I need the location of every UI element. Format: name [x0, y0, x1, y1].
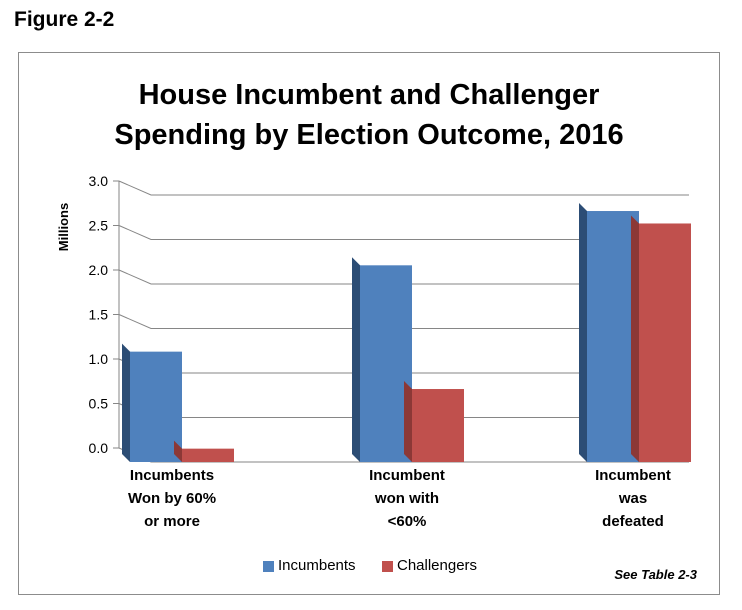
bar-front [130, 351, 182, 462]
gridline [118, 314, 689, 329]
bar-front [639, 223, 691, 462]
y-tick-label: 1.0 [89, 351, 109, 367]
bar-challengers-2 [404, 381, 464, 462]
chart-title-line-1: House Incumbent and Challenger [138, 79, 600, 111]
chart-frame: House Incumbent and Challenger Spending … [18, 52, 720, 595]
category-label-3-line-2: was [618, 490, 648, 507]
source-note: See Table 2-3 [614, 567, 697, 582]
legend-label-incumbents: Incumbents [278, 557, 356, 574]
bar-incumbents-2 [352, 257, 412, 462]
bar-incumbents-1 [122, 343, 182, 462]
category-label-1: Incumbents Won by 60% or more [97, 464, 247, 533]
bar-front [587, 211, 639, 462]
bar-side [352, 257, 360, 462]
y-tick-label: 2.0 [89, 262, 109, 278]
y-tick-label: 0.5 [89, 396, 109, 412]
category-label-2-line-1: Incumbent [369, 467, 445, 484]
gridline [118, 225, 689, 240]
bar-side [122, 343, 130, 462]
category-label-1-line-3: or more [144, 513, 200, 530]
gridline [118, 269, 689, 285]
category-label-2-line-3: <60% [387, 513, 427, 530]
bar-challengers-3 [631, 215, 691, 462]
bar-front [182, 448, 234, 462]
bar-front [412, 389, 464, 462]
y-tick-label: 0.0 [89, 440, 109, 456]
chart-title-line-2: Spending by Election Outcome, 2016 [114, 119, 624, 151]
category-label-3: Incumbent was defeated [563, 464, 703, 533]
category-label-3-line-3: defeated [602, 513, 664, 530]
bar-front [360, 265, 412, 462]
bar-incumbents-3 [579, 203, 639, 462]
category-label-3-line-1: Incumbent [595, 467, 671, 484]
y-axis-label: Millions [56, 203, 71, 251]
legend-label-challengers: Challengers [397, 557, 478, 574]
bar-side [631, 215, 639, 462]
bar-side [404, 381, 412, 462]
category-label-2-line-2: won with [374, 490, 440, 507]
category-label-1-line-2: Won by 60% [127, 490, 217, 507]
figure-label: Figure 2-2 [14, 8, 115, 31]
y-tick-label: 1.5 [89, 307, 109, 323]
bar-side [579, 203, 587, 462]
plot-area: 0.0 0.5 1.0 1.5 2.0 2.5 3.0 Millions [56, 173, 691, 463]
y-tick-label: 3.0 [89, 173, 109, 189]
y-tick-label: 2.5 [89, 218, 109, 234]
gridline [118, 180, 689, 196]
legend-swatch-challengers [382, 561, 393, 572]
category-label-2: Incumbent won with <60% [337, 464, 477, 533]
legend-swatch-incumbents [263, 561, 274, 572]
category-label-1-line-1: Incumbents [129, 467, 215, 484]
bar-challengers-1 [174, 440, 234, 462]
bar-side [174, 440, 182, 462]
